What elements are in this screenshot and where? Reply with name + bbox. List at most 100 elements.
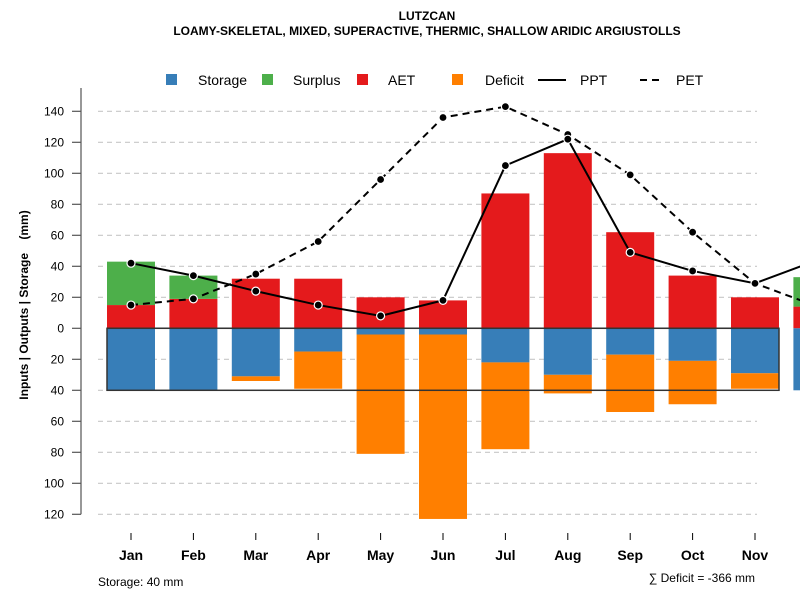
- pet-point-oct: [687, 227, 698, 237]
- lines: [126, 102, 800, 321]
- pet-point-mar: [251, 269, 261, 279]
- surplus-bar-dec: [793, 277, 800, 307]
- deficit-bar-may: [356, 334, 405, 454]
- pet-point-jan: [126, 300, 136, 310]
- legend-swatch: [262, 74, 273, 85]
- storage-bar-aug: [543, 328, 592, 375]
- legend-label: PPT: [580, 72, 608, 88]
- pet-point-apr: [313, 236, 323, 247]
- ppt-point-nov: [750, 278, 760, 288]
- legend: Storage Surplus AET Deficit PPT PET: [166, 72, 704, 88]
- legend-swatch: [452, 74, 463, 85]
- y-tick-label: 120: [44, 507, 64, 521]
- legend-item-storage: Storage: [166, 72, 247, 88]
- ppt-point-mar: [251, 286, 261, 296]
- y-axis-label: Inputs | Outputs | Storage (mm): [17, 210, 31, 399]
- y-tick-label: 40: [51, 383, 65, 397]
- deficit-bar-apr: [294, 351, 343, 389]
- ppt-point-jan: [126, 258, 136, 268]
- chart-title: LUTZCAN: [399, 9, 456, 23]
- deficit-bar-mar: [231, 376, 280, 381]
- deficit-bar-aug: [543, 374, 592, 394]
- deficit-bar-oct: [668, 360, 717, 405]
- deficit-bar-sep: [606, 354, 655, 412]
- aet-bar-feb: [169, 298, 218, 329]
- ppt-point-sep: [625, 247, 635, 257]
- aet-bar-nov: [731, 297, 779, 329]
- y-tick-label: 20: [51, 290, 65, 304]
- legend-label: PET: [676, 72, 704, 88]
- legend-label: AET: [388, 72, 416, 88]
- deficit-bar-nov: [731, 373, 779, 389]
- pet-point-may: [376, 174, 386, 185]
- aet-bar-aug: [543, 153, 592, 329]
- chart-subtitle: LOAMY-SKELETAL, MIXED, SUPERACTIVE, THER…: [173, 24, 680, 38]
- aet-bar-sep: [606, 232, 655, 329]
- y-tick-label: 60: [51, 414, 65, 428]
- ppt-point-jul: [500, 160, 510, 171]
- x-tick-label: Aug: [554, 547, 581, 563]
- y-tick-label: 80: [51, 445, 65, 459]
- bars: [107, 153, 800, 519]
- y-tick-label: 40: [51, 259, 65, 273]
- deficit-sum-annotation: ∑ Deficit = -366 mm: [649, 571, 755, 585]
- y-tick-label: 80: [51, 197, 65, 211]
- storage-bar-dec: [793, 328, 800, 391]
- ppt-point-may: [376, 311, 386, 321]
- x-tick-label: Nov: [742, 547, 769, 563]
- storage-capacity-box: [106, 327, 780, 392]
- deficit-bar-jun: [419, 334, 467, 519]
- storage-bar-sep: [606, 328, 655, 355]
- storage-annotation: Storage: 40 mm: [98, 575, 183, 589]
- ppt-line: [130, 137, 800, 317]
- x-tick-label: Jul: [495, 547, 515, 563]
- aet-bar-jan: [107, 305, 155, 329]
- x-tick-label: Jun: [431, 547, 456, 563]
- pet-point-jul: [500, 102, 510, 112]
- pet-point-sep: [625, 170, 635, 180]
- x-tick-label: Apr: [306, 547, 331, 563]
- x-axis: JanFebMarAprMayJunJulAugSepOctNovDec: [119, 533, 769, 563]
- aet-bar-oct: [668, 275, 717, 329]
- legend-item-surplus: Surplus: [262, 72, 340, 88]
- storage-bar-jul: [481, 328, 530, 363]
- pet-point-feb: [188, 294, 198, 304]
- storage-bar-jun: [419, 328, 467, 335]
- storage-capacity-outline: [106, 327, 780, 392]
- storage-bar-may: [356, 328, 405, 335]
- storage-bar-apr: [294, 328, 343, 352]
- storage-bar-feb: [169, 328, 218, 391]
- x-tick-label: Jan: [119, 547, 143, 563]
- y-tick-label: 100: [44, 166, 64, 180]
- x-tick-label: Mar: [243, 547, 268, 563]
- legend-item-ppt: PPT: [538, 72, 608, 88]
- x-tick-label: May: [367, 547, 394, 563]
- legend-label: Surplus: [293, 72, 340, 88]
- x-tick-label: Feb: [181, 547, 206, 563]
- x-tick-label: Sep: [617, 547, 643, 563]
- legend-label: Storage: [198, 72, 247, 88]
- ppt-point-apr: [313, 300, 323, 310]
- ppt-point-jun: [438, 295, 448, 305]
- legend-item-deficit: Deficit: [452, 72, 524, 88]
- ppt-point-feb: [188, 271, 198, 281]
- y-axis: 140 120 100 80 60 40 20 0 20 40 60 80 100 120: [44, 88, 82, 521]
- aet-bar-dec: [793, 306, 800, 329]
- y-tick-label: 100: [44, 476, 64, 490]
- storage-bar-nov: [731, 328, 779, 374]
- y-tick-label: 140: [44, 104, 64, 118]
- legend-swatch: [166, 74, 177, 85]
- aet-bar-jul: [481, 193, 530, 329]
- legend-item-aet: AET: [357, 72, 416, 88]
- legend-swatch: [357, 74, 368, 85]
- y-tick-label: 0: [57, 321, 64, 335]
- legend-item-pet: PET: [640, 72, 704, 88]
- y-tick-label: 20: [51, 352, 65, 366]
- y-tick-label: 120: [44, 135, 64, 149]
- ppt-point-oct: [687, 266, 698, 276]
- ppt-point-aug: [563, 134, 573, 144]
- pet-point-jun: [438, 112, 448, 123]
- storage-bar-oct: [668, 328, 717, 361]
- y-tick-label: 60: [51, 228, 65, 242]
